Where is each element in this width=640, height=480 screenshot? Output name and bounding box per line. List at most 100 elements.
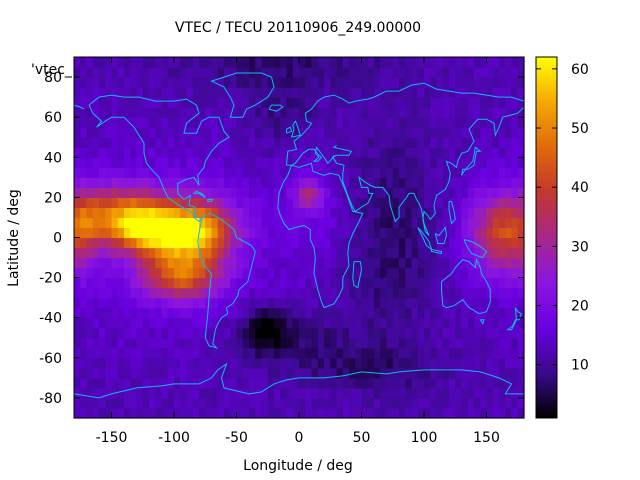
heatmap-cell [299,307,306,319]
heatmap-cell [486,277,494,289]
x-tick-label: 50 [353,430,371,446]
heatmap-cell [74,157,81,168]
heatmap-cell [117,167,125,178]
heatmap-cell [492,257,500,269]
heatmap-cell [430,377,438,389]
heatmap-cell [317,287,325,299]
heatmap-cell [361,397,369,409]
heatmap-cell [311,397,319,409]
heatmap-cell [136,347,144,359]
heatmap-cell [342,87,350,98]
heatmap-cell [124,187,131,198]
heatmap-cell [480,87,488,98]
heatmap-cell [161,387,169,399]
heatmap-cell [99,87,106,98]
heatmap-cell [230,377,238,389]
heatmap-cell [405,127,413,138]
heatmap-cell [236,387,244,399]
heatmap-cell [267,227,275,239]
heatmap-cell [480,187,488,198]
heatmap-cell [505,67,513,78]
heatmap-cell [424,67,431,78]
heatmap-cell [205,407,213,419]
heatmap-cell [111,147,119,158]
heatmap-cell [249,247,256,259]
heatmap-cell [424,77,431,88]
heatmap-cell [317,347,325,359]
heatmap-cell [174,117,181,128]
heatmap-cell [86,327,94,339]
heatmap-cell [480,157,488,168]
heatmap-cell [417,187,425,198]
heatmap-cell [355,137,363,148]
heatmap-cell [486,397,494,409]
heatmap-cell [242,337,250,349]
heatmap-cell [367,327,375,339]
heatmap-cell [192,357,200,369]
heatmap-cell [155,67,163,78]
heatmap-cell [261,207,269,219]
heatmap-cell [480,327,488,339]
heatmap-cell [361,197,369,209]
heatmap-cell [74,327,81,339]
heatmap-cell [386,237,394,249]
heatmap-cell [480,57,488,68]
heatmap-cell [392,187,400,198]
heatmap-cell [317,197,325,209]
heatmap-cell [249,337,256,349]
heatmap-cell [467,67,475,78]
heatmap-cell [317,127,325,138]
heatmap-cell [499,137,506,148]
heatmap-cell [261,387,269,399]
heatmap-cell [367,137,375,148]
heatmap-cell [80,387,88,399]
heatmap-cell [217,297,225,309]
heatmap-cell [211,297,219,309]
heatmap-cell [405,247,413,259]
heatmap-cell [155,297,163,309]
heatmap-cell [436,57,444,68]
heatmap-cell [242,177,250,188]
heatmap-cell [311,107,319,118]
heatmap-cell [311,147,319,158]
heatmap-cell [261,237,269,249]
heatmap-cell [255,357,263,369]
heatmap-cell [474,267,481,279]
heatmap-cell [236,117,244,128]
heatmap-cell [267,307,275,319]
heatmap-cell [99,307,106,319]
heatmap-cell [111,277,119,289]
heatmap-cell [424,287,431,299]
heatmap-cell [411,197,419,209]
heatmap-cell [211,167,219,178]
heatmap-cell [124,167,131,178]
heatmap-cell [380,277,388,289]
heatmap-cell [180,337,188,349]
heatmap-cell [80,357,88,369]
heatmap-cell [205,317,213,329]
heatmap-cell [205,137,213,148]
heatmap-cell [255,77,263,88]
heatmap-cell [330,207,338,219]
heatmap-cell [105,217,113,229]
heatmap-cell [155,317,163,329]
heatmap-cell [374,77,381,88]
heatmap-cell [467,197,475,209]
heatmap-cell [274,397,281,409]
heatmap-cell [149,257,156,269]
heatmap-cell [161,247,169,259]
heatmap-cell [286,307,294,319]
heatmap-cell [399,297,406,309]
heatmap-cell [86,247,94,259]
heatmap-cell [249,157,256,168]
heatmap-cell [474,207,481,219]
heatmap-cell [180,407,188,419]
heatmap-cell [149,377,156,389]
heatmap-cell [155,377,163,389]
heatmap-cell [474,277,481,289]
heatmap-cell [286,57,294,68]
heatmap-cell [274,357,281,369]
heatmap-cell [386,77,394,88]
heatmap-cell [205,127,213,138]
heatmap-cell [74,167,81,178]
